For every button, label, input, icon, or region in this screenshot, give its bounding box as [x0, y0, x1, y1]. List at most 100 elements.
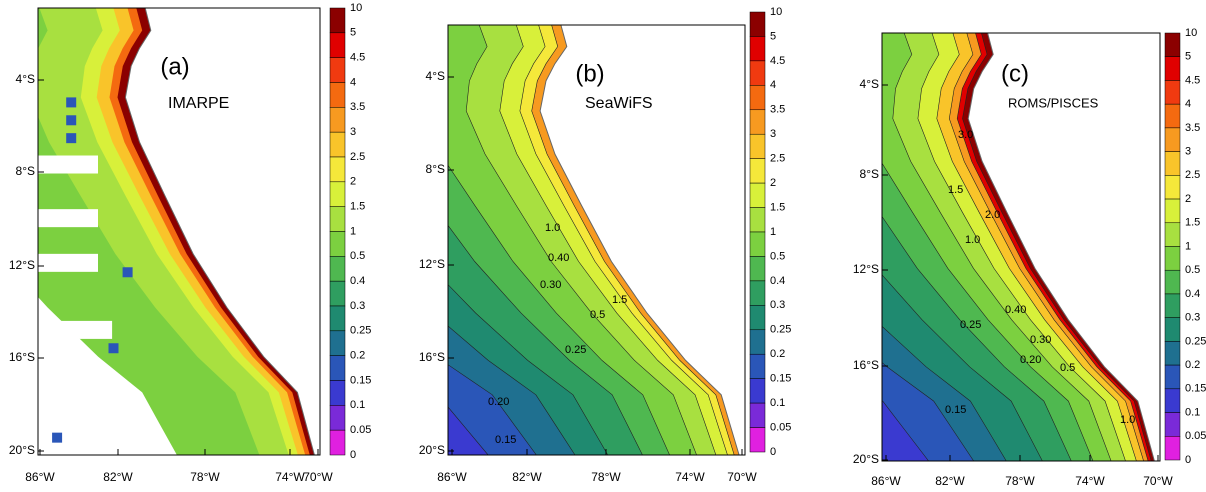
colorbar-label: 3.5	[770, 104, 785, 116]
colorbar-swatch	[750, 208, 765, 232]
lat-tick-label: 16°S	[9, 350, 35, 364]
colorbar-swatch	[1165, 389, 1180, 413]
colorbar-swatch	[1165, 270, 1180, 294]
lon-tick-label: 74°W	[275, 470, 305, 484]
contour-label: 1.5	[612, 294, 627, 306]
contour-label: 3.0	[958, 129, 973, 141]
colorbar-swatch	[750, 305, 765, 329]
colorbar-label: 2	[770, 177, 776, 189]
colorbar-label: 4.5	[770, 55, 785, 67]
colorbar-swatch	[750, 12, 765, 36]
lon-tick-label: 86°W	[437, 470, 467, 484]
colorbar-swatch	[330, 232, 345, 257]
colorbar-label: 0.4	[350, 275, 365, 287]
colorbar-swatch	[1165, 294, 1180, 318]
colorbar-label: 4.5	[1185, 74, 1200, 86]
lon-tick-label: 82°W	[935, 474, 965, 487]
lon-tick-label: 70°W	[1143, 474, 1173, 487]
lat-tick-label: 8°S	[16, 164, 35, 178]
lon-tick-label: 82°W	[512, 470, 542, 484]
panel-label: (c)	[1001, 60, 1029, 87]
colorbar-label: 1.5	[350, 201, 365, 213]
colorbar-swatch	[330, 381, 345, 406]
colorbar-swatch	[1165, 341, 1180, 365]
colorbar-swatch	[750, 428, 765, 452]
lat-tick-label: 8°S	[426, 162, 445, 176]
contour-label: 0.20	[488, 396, 509, 408]
colorbar-label: 3	[770, 128, 776, 140]
colorbar-swatch	[1165, 365, 1180, 389]
lat-tick-label: 4°S	[16, 72, 35, 86]
lon-tick-label: 78°W	[190, 470, 220, 484]
colorbar-label: 0.1	[1185, 406, 1200, 418]
colorbar-swatch	[750, 330, 765, 354]
contour-label: 0.40	[1005, 304, 1026, 316]
colorbar-swatch	[1165, 223, 1180, 247]
colorbar-swatch	[330, 207, 345, 232]
colorbar-swatch	[750, 110, 765, 134]
contour-label: 0.30	[1030, 334, 1051, 346]
lat-tick-label: 12°S	[419, 257, 445, 271]
lat-tick-label: 20°S	[419, 443, 445, 457]
contour-label: 1.0	[545, 222, 560, 234]
colorbar-swatch	[1165, 199, 1180, 223]
data-source: SeaWiFS	[585, 95, 653, 112]
lat-tick-label: 16°S	[419, 350, 445, 364]
colorbar-swatch	[330, 157, 345, 182]
contour-label: 0.25	[960, 319, 981, 331]
colorbar-swatch	[750, 256, 765, 280]
colorbar-swatch	[1165, 413, 1180, 437]
colorbar-label: 3.5	[1185, 122, 1200, 134]
colorbar-swatch	[1165, 80, 1180, 104]
lat-tick-label: 20°S	[9, 443, 35, 457]
panel-label: (b)	[575, 60, 604, 87]
contour-label: 0.15	[945, 404, 966, 416]
colorbar-label: 2.5	[1185, 169, 1200, 181]
lon-tick-label: 78°W	[1005, 474, 1035, 487]
contour-label: 1.5	[948, 184, 963, 196]
colorbar-label: 1	[1185, 240, 1191, 252]
lat-tick-label: 16°S	[853, 358, 879, 372]
colorbar-label: 0.3	[770, 299, 785, 311]
gap	[38, 254, 98, 272]
colorbar-swatch	[750, 379, 765, 403]
contour-label: 1.0	[1120, 414, 1135, 426]
colorbar-label: 5	[770, 30, 776, 42]
lat-tick-label: 12°S	[9, 258, 35, 272]
lon-tick-label: 78°W	[591, 470, 621, 484]
colorbar-label: 0.25	[350, 325, 371, 337]
contour-label: 0.20	[1020, 354, 1041, 366]
colorbar-label: 0.15	[350, 374, 371, 386]
colorbar-swatch	[750, 183, 765, 207]
colorbar-swatch	[330, 331, 345, 356]
colorbar-swatch	[330, 430, 345, 455]
colorbar-label: 2	[350, 176, 356, 188]
data-cell	[123, 267, 133, 277]
colorbar-swatch	[330, 281, 345, 306]
lat-tick-label: 4°S	[426, 69, 445, 83]
colorbar-label: 0.4	[770, 275, 785, 287]
colorbar-label: 0.2	[1185, 359, 1200, 371]
contour-label: 1.0	[965, 234, 980, 246]
colorbar-swatch	[330, 182, 345, 207]
lon-tick-label: 70°W	[727, 470, 757, 484]
lon-tick-label: 82°W	[103, 470, 133, 484]
lat-tick-label: 4°S	[860, 77, 879, 91]
colorbar-label: 0.1	[770, 397, 785, 409]
panel-label: (a)	[160, 53, 189, 80]
colorbar-label: 5	[1185, 51, 1191, 63]
colorbar-swatch	[1165, 104, 1180, 128]
lon-tick-label: 86°W	[871, 474, 901, 487]
colorbar-label: 1	[770, 226, 776, 238]
gap	[66, 388, 126, 406]
colorbar-swatch	[1165, 436, 1180, 460]
colorbar-label: 1.5	[770, 201, 785, 213]
colorbar-swatch	[1165, 318, 1180, 342]
colorbar-swatch	[750, 85, 765, 109]
data-cell	[109, 343, 119, 353]
colorbar-label: 0.5	[770, 250, 785, 262]
data-cell	[66, 115, 76, 125]
contour-label: 0.5	[590, 309, 605, 321]
colorbar-label: 0.15	[770, 373, 791, 385]
